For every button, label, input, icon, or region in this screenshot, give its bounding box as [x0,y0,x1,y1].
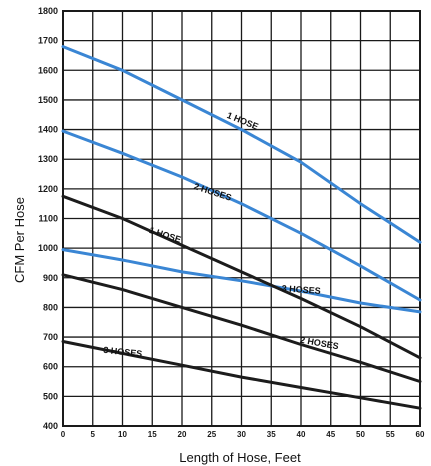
y-tick-label: 1200 [38,184,58,194]
x-tick-label: 10 [118,430,127,439]
series-line-6 [61,340,422,410]
x-tick-label: 35 [267,430,276,439]
x-tick-label: 5 [91,430,96,439]
y-tick-label: 1800 [38,6,58,16]
x-tick-label: 15 [148,430,157,439]
y-axis-label: CFM Per Hose [12,197,27,283]
y-tick-label: 1300 [38,154,58,164]
y-tick-label: 1400 [38,125,58,135]
y-tick-label: 900 [43,273,58,283]
x-tick-label: 25 [207,430,216,439]
y-tick-label: 800 [43,302,58,312]
x-tick-label: 60 [416,430,425,439]
series-line-4 [61,194,422,360]
y-tick-label: 1000 [38,243,58,253]
series-lines [61,45,422,410]
y-tick-label: 1500 [38,95,58,105]
x-tick-label: 50 [356,430,365,439]
x-tick-label: 30 [237,430,246,439]
series-line-5 [61,273,422,383]
x-tick-label: 55 [386,430,395,439]
tick-labels: 4005006007008009001000110012001300140015… [38,6,425,439]
x-tick-label: 0 [61,430,66,439]
x-tick-label: 20 [178,430,187,439]
y-tick-label: 1700 [38,36,58,46]
x-tick-label: 40 [297,430,306,439]
series-line-1 [61,45,422,244]
series-line-3 [61,248,422,314]
y-tick-label: 700 [43,332,58,342]
y-tick-label: 1600 [38,65,58,75]
y-tick-label: 400 [43,421,58,431]
x-axis-label: Length of Hose, Feet [179,450,301,465]
series-line-2 [61,129,422,302]
series-label-3: 3 HOSES [281,283,321,296]
x-tick-label: 45 [326,430,335,439]
y-tick-label: 600 [43,362,58,372]
series-label-6: 3 HOSES [103,345,143,359]
y-tick-label: 500 [43,391,58,401]
y-tick-label: 1100 [38,214,58,224]
